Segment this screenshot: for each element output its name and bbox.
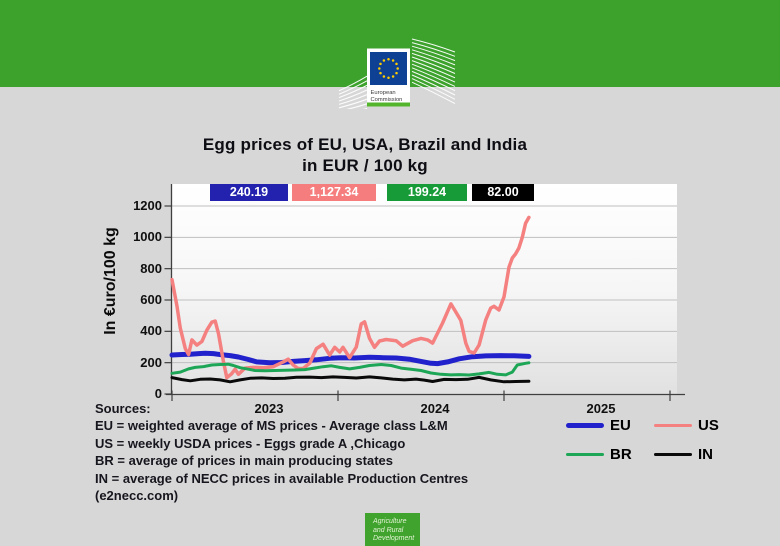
footer-line1: Agriculture: [373, 518, 407, 525]
logo-text-line1: European: [371, 90, 396, 96]
chart-title-line2: in EUR / 100 kg: [302, 156, 428, 175]
series-line-BR: [170, 361, 531, 377]
source-line-eu: EU = weighted average of MS prices - Ave…: [95, 418, 448, 434]
plot-background: [171, 184, 677, 394]
source-line-br: BR = average of prices in main producing…: [95, 453, 394, 469]
y-axis-tick-label-0: 0: [154, 386, 162, 401]
last-value-badge-br: 199.24: [387, 184, 467, 201]
source-line-us: US = weekly USDA prices - Eggs grade A ,…: [95, 435, 406, 451]
footer-line3: Development: [373, 535, 415, 543]
x-axis-tick-label-2023: 2023: [254, 401, 284, 416]
logo-right-waves: [411, 38, 456, 105]
x-axis-tick-label-2025: 2025: [586, 401, 616, 416]
legend-item-us: US: [654, 417, 738, 434]
european-commission-logo: European Commission: [338, 38, 456, 109]
legend-label-eu: EU: [610, 417, 631, 434]
logo-text-line2: Commission: [371, 97, 403, 103]
y-axis-tick-label-400: 400: [140, 323, 162, 339]
legend: EU US BR IN: [566, 417, 741, 463]
legend-item-in: IN: [654, 446, 738, 463]
eu-flag: [370, 52, 407, 85]
source-line-website: (e2necc.com): [95, 488, 179, 504]
sources-heading: Sources:: [95, 401, 151, 416]
sources-block: Sources: EU = weighted average of MS pri…: [95, 400, 565, 504]
legend-label-us: US: [698, 417, 719, 434]
chart-title: Egg prices of EU, USA, Brazil and India …: [165, 134, 565, 176]
source-line-in: IN = average of NECC prices in available…: [95, 470, 469, 486]
header-bar: European Commission: [0, 0, 780, 109]
logo-left-waves: [338, 75, 368, 109]
legend-item-eu: EU: [566, 417, 654, 434]
legend-swatch-in: [654, 452, 692, 457]
legend-swatch-us: [654, 423, 692, 428]
legend-label-in: IN: [698, 446, 713, 463]
chart-title-line1: Egg prices of EU, USA, Brazil and India: [202, 135, 528, 154]
footer-line2: and Rural: [373, 526, 404, 534]
series-line-IN: [170, 375, 531, 384]
legend-swatch-br: [566, 452, 604, 457]
y-axis-tick-label-800: 800: [140, 260, 162, 276]
last-value-badge-us: 1,127.34: [292, 184, 376, 201]
series-line-EU: [169, 350, 532, 367]
y-axis-tick-label-1200: 1200: [133, 198, 162, 213]
last-value-badge-in: 82.00: [472, 184, 534, 201]
x-axis-tick-label-2024: 2024: [420, 401, 450, 416]
logo-green-bar: [367, 102, 410, 107]
eu-flag-stars: [378, 58, 399, 79]
y-axis-tick-label-200: 200: [140, 354, 162, 370]
last-value-badge-eu: 240.19: [210, 184, 288, 201]
legend-item-br: BR: [566, 446, 654, 463]
y-axis-tick-label-600: 600: [140, 292, 162, 307]
y-axis-tick-label-1000: 1000: [133, 229, 162, 245]
legend-swatch-eu: [566, 422, 604, 429]
agriculture-footer-badge: Agriculture and Rural Development: [365, 513, 420, 546]
series-line-US: [170, 215, 531, 380]
legend-label-br: BR: [610, 446, 632, 463]
